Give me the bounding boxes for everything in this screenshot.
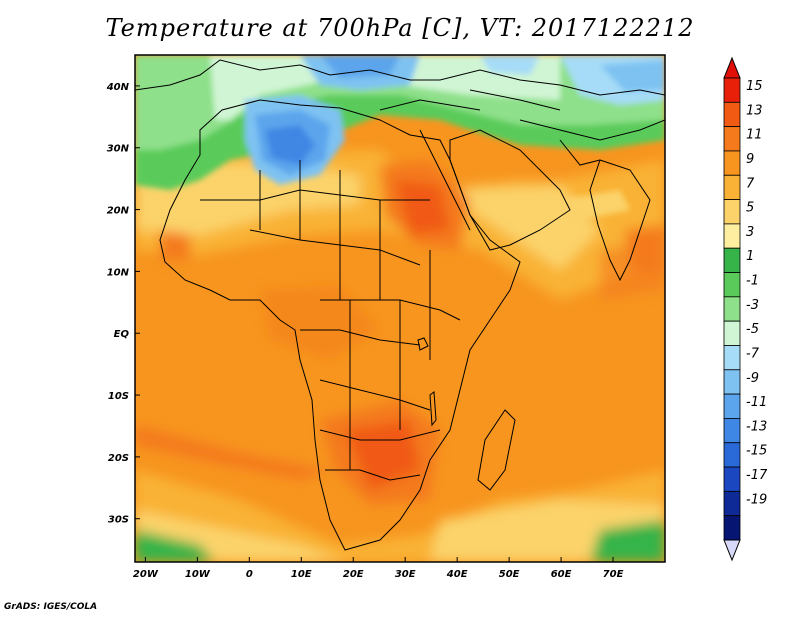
lon-tick-label: 20E bbox=[343, 569, 364, 580]
lat-tick-label: 10N bbox=[107, 267, 130, 278]
colorbar-top-arrow bbox=[723, 56, 741, 79]
lat-tick-label: 20S bbox=[108, 453, 129, 464]
colorbar-bottom-arrow bbox=[723, 539, 741, 562]
colorbar-swatch bbox=[723, 174, 741, 200]
colorbar-label: -3 bbox=[746, 298, 759, 313]
colorbar-label: 5 bbox=[746, 201, 754, 216]
colorbar-label: -7 bbox=[746, 347, 760, 362]
lat-tick-label: 30S bbox=[108, 515, 129, 526]
lon-tick-label: 0 bbox=[246, 569, 253, 580]
lon-tick-label: 30E bbox=[395, 569, 416, 580]
colorbar-swatch bbox=[723, 393, 741, 419]
colorbar-swatch bbox=[723, 223, 741, 249]
colorbar-label: -19 bbox=[746, 492, 767, 507]
lon-tick-label: 60E bbox=[551, 569, 572, 580]
colorbar: 15 13 11 9 7 5 3 1 -1 -3 -5 -7 -9 -11 -13 -15 -17 -19 bbox=[723, 56, 768, 562]
temperature-field bbox=[135, 55, 665, 562]
axis-ticks: 20W 10W 0 10E 20E 30E 40E 50E 60E 70E 40N 30N 20N 10N… bbox=[106, 82, 624, 580]
colorbar-swatch bbox=[723, 77, 741, 103]
colorbar-swatch bbox=[723, 418, 741, 444]
colorbar-label: 3 bbox=[746, 225, 754, 240]
colorbar-swatch bbox=[723, 272, 741, 298]
lat-tick-label: 30N bbox=[107, 144, 130, 155]
colorbar-swatch bbox=[723, 369, 741, 395]
colorbar-label: -15 bbox=[746, 444, 767, 459]
colorbar-label: 9 bbox=[746, 152, 754, 167]
colorbar-label: -13 bbox=[746, 419, 767, 434]
lon-tick-label: 70E bbox=[603, 569, 624, 580]
lat-tick-label: 20N bbox=[107, 206, 130, 217]
colorbar-swatch bbox=[723, 150, 741, 176]
colorbar-swatch bbox=[723, 320, 741, 346]
colorbar-swatch bbox=[723, 490, 741, 517]
colorbar-swatch bbox=[723, 101, 741, 128]
colorbar-label: -1 bbox=[746, 274, 759, 289]
plot-frame bbox=[134, 54, 666, 563]
lon-tick-label: 20W bbox=[133, 569, 159, 580]
colorbar-swatch bbox=[723, 199, 741, 225]
colorbar-swatch bbox=[723, 515, 741, 541]
colorbar-swatch bbox=[723, 296, 741, 322]
map-title: Temperature at 700hPa [C], VT: 201712221… bbox=[105, 14, 695, 42]
colorbar-label: 13 bbox=[746, 103, 763, 118]
colorbar-swatch bbox=[723, 126, 741, 152]
colorbar-swatch bbox=[723, 345, 741, 371]
lon-tick-label: 40E bbox=[446, 569, 468, 580]
colorbar-label: 11 bbox=[746, 128, 763, 143]
colorbar-label: 15 bbox=[746, 79, 763, 94]
colorbar-label: -9 bbox=[746, 371, 759, 386]
lat-tick-label: 40N bbox=[106, 82, 130, 93]
colorbar-label: -11 bbox=[746, 395, 767, 410]
lon-tick-label: 10W bbox=[185, 569, 211, 580]
colorbar-label: 7 bbox=[746, 176, 755, 191]
colorbar-label: -17 bbox=[746, 468, 768, 483]
lat-tick-label: EQ bbox=[114, 329, 130, 340]
lon-tick-label: 50E bbox=[499, 569, 520, 580]
colorbar-label: 1 bbox=[746, 249, 754, 264]
lon-tick-label: 10E bbox=[291, 569, 312, 580]
lat-tick-label: 10S bbox=[108, 391, 129, 402]
colorbar-label: -5 bbox=[746, 322, 759, 337]
colorbar-swatch bbox=[723, 466, 741, 492]
grads-credit: GrADS: IGES/COLA bbox=[4, 602, 98, 612]
coastlines bbox=[135, 59, 665, 551]
colorbar-swatch bbox=[723, 247, 741, 273]
colorbar-swatch bbox=[723, 442, 741, 468]
